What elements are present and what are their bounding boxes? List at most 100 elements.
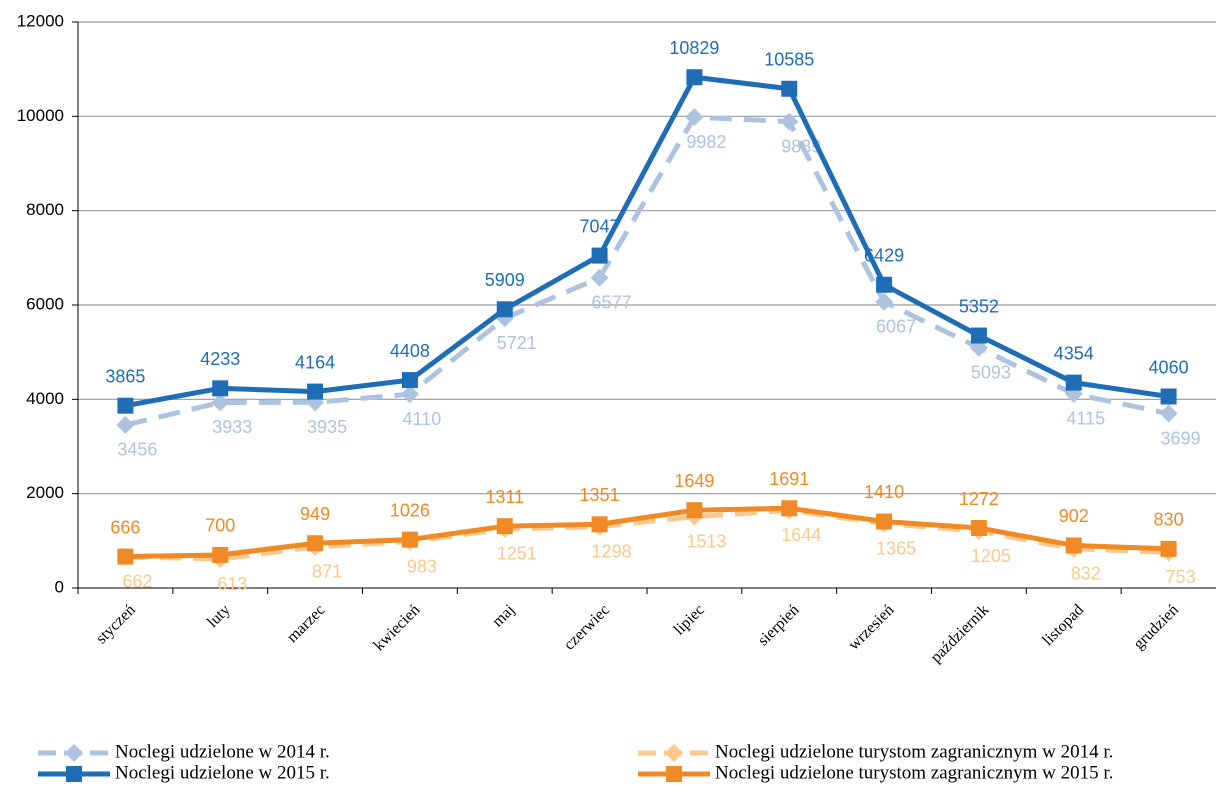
data-point [117,548,134,565]
y-tick-label: 12000 [17,11,64,30]
data-label: 1649 [674,471,714,491]
y-tick-label: 4000 [26,389,64,408]
x-tick-label: październik [928,601,993,666]
data-label: 4110 [403,409,442,429]
data-point [307,383,324,400]
data-label: 6429 [864,246,904,266]
data-label: 871 [312,562,342,582]
data-label: 5721 [497,333,537,353]
legend-label: Noclegi udzielone turystom zagranicznym … [715,762,1113,783]
y-tick-label: 10000 [17,106,64,125]
x-tick-label: listopad [1039,601,1087,649]
data-point [1159,404,1178,423]
data-label: 3456 [117,440,157,460]
data-label: 832 [1071,564,1101,584]
series-line [125,507,1169,562]
y-tick-label: 0 [55,577,64,596]
legend-marker [66,766,82,782]
data-label: 3865 [105,366,145,386]
legend-label: Noclegi udzielone turystom zagranicznym … [715,741,1113,762]
data-label: 5352 [959,296,999,316]
data-point [1160,388,1177,405]
data-label: 1026 [390,500,430,520]
data-point [116,415,135,434]
data-label: 7047 [580,216,620,236]
data-point [970,327,987,344]
series-line [125,505,1169,560]
data-point [781,500,798,517]
data-label: 5909 [485,270,525,290]
x-tick-label: luty [204,601,234,631]
x-tick-label: czerwiec [561,601,613,653]
data-label: 10585 [764,49,814,69]
data-label: 1205 [971,546,1011,566]
x-tick-label: maj [489,601,518,630]
data-label: 1644 [781,525,821,545]
data-point [496,301,513,318]
data-label: 1410 [864,482,904,502]
legend-marker [665,744,683,762]
data-point [1065,537,1082,554]
data-point [590,268,609,287]
data-label: 4354 [1054,343,1094,363]
data-label: 949 [300,504,330,524]
data-point [496,518,513,535]
series-line [124,114,1170,428]
legend-marker [666,766,682,782]
y-tick-label: 8000 [26,200,64,219]
y-tick-label: 2000 [26,483,64,502]
data-label: 4408 [390,341,430,361]
data-label: 1311 [485,487,524,507]
data-label: 983 [407,556,437,576]
data-point [970,520,987,537]
data-label: 1691 [769,469,809,489]
data-point [781,80,798,97]
data-point [876,276,893,293]
data-label: 9982 [686,132,726,152]
legend-label: Noclegi udzielone w 2015 r. [115,762,330,783]
data-label: 613 [217,574,247,594]
data-label: 3933 [212,417,252,437]
data-point [211,393,230,412]
data-label: 902 [1059,506,1089,526]
data-label: 9889 [781,136,821,156]
data-label: 1251 [497,544,537,564]
data-label: 4060 [1149,357,1189,377]
data-point [876,513,893,530]
data-label: 5093 [971,363,1011,383]
data-point [591,247,608,264]
data-label: 3699 [1161,428,1201,448]
data-point [591,516,608,533]
data-label: 700 [205,516,235,536]
data-point [401,531,418,548]
x-tick-label: wrzesień [845,601,897,653]
data-point [117,397,134,414]
data-label: 6067 [876,317,916,337]
data-point [400,385,419,404]
x-tick-label: styczeń [93,601,139,647]
series-line [124,74,1169,409]
y-tick-label: 6000 [26,294,64,313]
data-point [1160,540,1177,557]
x-tick-label: sierpień [755,601,803,649]
data-label: 1272 [959,489,999,509]
data-label: 1351 [580,485,620,505]
data-point [1065,374,1082,391]
data-label: 4164 [295,352,335,372]
x-tick-label: lipiec [671,601,708,638]
data-label: 4115 [1066,409,1105,429]
data-label: 1513 [686,531,726,551]
data-label: 1365 [876,538,916,558]
x-tick-label: kwiecień [370,601,423,654]
data-point [212,546,229,563]
data-label: 753 [1166,567,1196,587]
data-point [780,112,799,131]
data-point [307,535,324,552]
data-label: 662 [122,572,152,592]
data-point [686,69,703,86]
legend-label: Noclegi udzielone w 2014 r. [115,741,330,762]
data-label: 10829 [669,38,719,58]
data-label: 3935 [307,417,347,437]
data-label: 830 [1154,510,1184,530]
